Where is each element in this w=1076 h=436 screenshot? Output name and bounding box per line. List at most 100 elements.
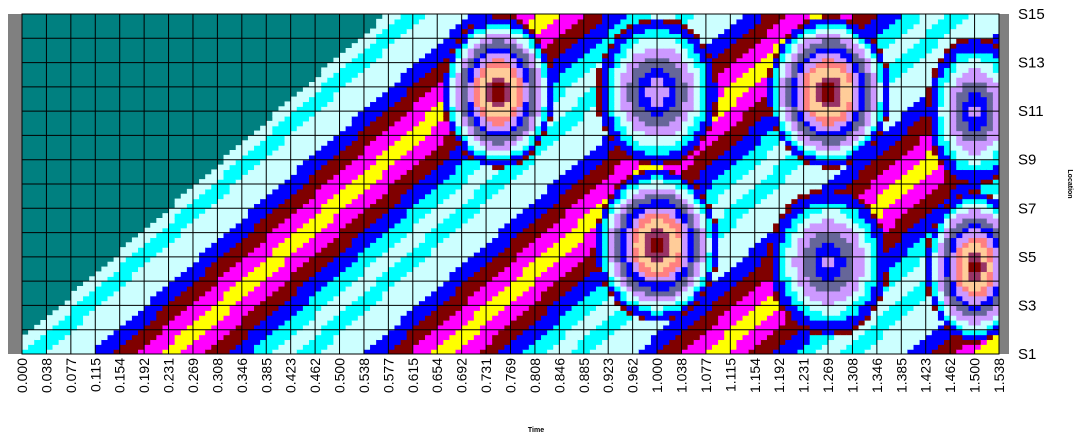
heatmap-cell [290,334,298,341]
heatmap-cell [370,286,377,292]
heatmap-cell [614,174,622,180]
heatmap-cell [553,339,560,345]
heatmap-cell [473,286,481,292]
heatmap-cell [345,57,353,64]
heatmap-cell [449,276,457,282]
heatmap-cell [626,164,634,171]
heatmap-cell [425,286,432,292]
heatmap-cell [455,145,463,151]
heatmap-cell [498,222,505,229]
heatmap-cell [516,164,524,171]
heatmap-cell [473,184,481,190]
heatmap-cell [254,174,261,180]
heatmap-cell [541,242,548,248]
heatmap-cell [614,38,622,44]
heatmap-cell [278,227,286,234]
heatmap-cell [363,339,371,345]
heatmap-cell [431,86,438,93]
heatmap-cell [394,261,402,268]
heatmap-cell [620,91,628,98]
heatmap-cell [351,106,359,112]
heatmap-cell [412,184,420,190]
heatmap-cell [223,213,231,219]
heatmap-cell [559,28,567,35]
heatmap-cell [516,247,524,253]
heatmap-cell [186,198,194,205]
heatmap-cell [241,310,249,316]
heatmap-cell [400,62,408,69]
heatmap-cell [473,18,481,25]
heatmap-cell [528,344,536,350]
heatmap-cell [101,339,109,345]
heatmap-cell [278,125,286,132]
heatmap-cell [382,261,389,268]
heatmap-cell [394,135,402,141]
heatmap-cell [64,339,72,345]
heatmap-cell [199,315,206,321]
heatmap-cell [357,266,365,273]
heatmap-cell [602,179,609,185]
heatmap-cell [449,271,457,277]
heatmap-cell [559,125,567,132]
heatmap-cell [455,227,463,234]
heatmap-cell [534,247,542,253]
heatmap-cell [351,281,359,287]
heatmap-cell [473,62,481,69]
heatmap-cell [394,222,402,229]
heatmap-cell [492,203,499,209]
heatmap-cell [192,315,200,321]
heatmap-cell [205,344,212,350]
heatmap-cell [528,339,536,345]
heatmap-cell [400,198,408,205]
heatmap-cell [192,324,200,331]
heatmap-cell [351,193,359,200]
heatmap-cell [138,261,145,268]
heatmap-cell [479,300,487,307]
heatmap-cell [516,125,524,132]
heatmap-cell [595,300,603,307]
heatmap-cell [192,281,200,287]
heatmap-cell [492,198,499,205]
heatmap-cell [382,271,389,277]
heatmap-cell [95,295,102,302]
heatmap-cell [510,67,518,73]
heatmap-cell [553,261,560,268]
heatmap-cell [492,174,499,180]
heatmap-cell [186,295,194,302]
heatmap-cell [217,193,225,200]
heatmap-cell [254,261,261,268]
heatmap-cell [119,295,127,302]
heatmap-cell [327,179,335,185]
heatmap-cell [327,77,335,83]
heatmap-cell [510,116,518,122]
heatmap-cell [504,67,512,73]
heatmap-cell [382,159,389,166]
heatmap-cell [302,252,310,258]
heatmap-cell [571,159,579,166]
heatmap-cell [455,67,463,73]
heatmap-cell [443,276,451,282]
heatmap-cell [425,339,432,345]
heatmap-cell [626,198,634,205]
heatmap-cell [449,203,457,209]
heatmap-cell [510,232,518,239]
heatmap-cell [461,82,469,88]
heatmap-cell [504,169,512,175]
heatmap-cell [516,150,524,156]
heatmap-cell [449,62,457,69]
heatmap-cell [528,276,536,282]
heatmap-cell [467,349,475,354]
heatmap-cell [522,82,530,88]
heatmap-cell [302,145,310,151]
heatmap-cell [583,237,591,243]
heatmap-cell [260,140,267,146]
heatmap-cell [186,315,194,321]
heatmap-cell [449,208,457,214]
heatmap-cell [278,310,286,316]
heatmap-cell [547,256,554,263]
heatmap-cell [235,315,243,321]
heatmap-cell [437,252,444,258]
heatmap-cell [357,208,365,214]
heatmap-cell [180,329,188,336]
heatmap-cell [333,140,341,146]
